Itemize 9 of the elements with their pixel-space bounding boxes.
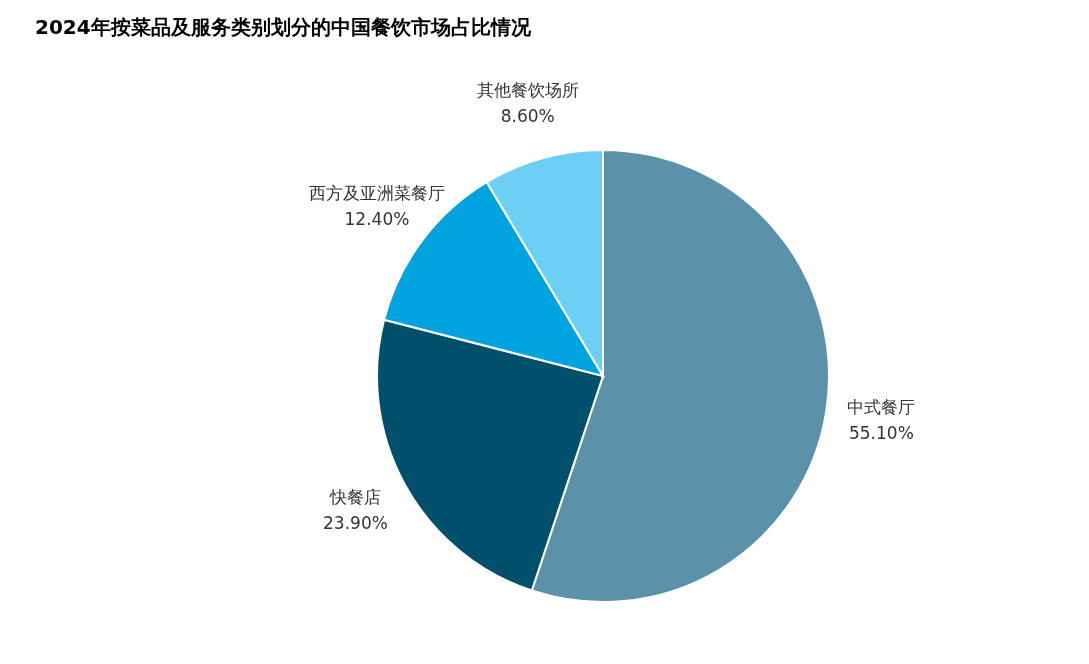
slice-label: 中式餐厅: [847, 396, 916, 417]
slice-label: 西方及亚洲菜餐厅: [308, 183, 445, 204]
data-label: 8.60%: [500, 106, 555, 127]
data-label: 12.40%: [344, 209, 410, 230]
chart-title: 2024年按菜品及服务类别划分的中国餐饮市场占比情况: [35, 15, 532, 39]
slice-label: 其他餐饮场所: [476, 80, 579, 101]
slice-label: 快餐店: [328, 487, 381, 508]
data-label: 55.10%: [848, 422, 914, 443]
data-label: 23.90%: [323, 513, 388, 534]
